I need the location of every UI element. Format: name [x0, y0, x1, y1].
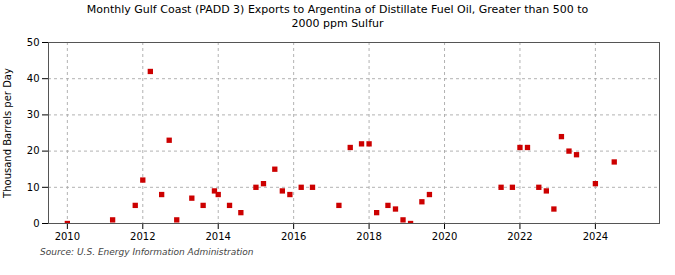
svg-text:30: 30 — [27, 109, 40, 120]
svg-text:50: 50 — [27, 36, 40, 47]
svg-text:2010: 2010 — [55, 230, 80, 241]
svg-text:Thousand Barrels per Day: Thousand Barrels per Day — [2, 68, 13, 199]
html-text:Monthly Gulf Coast (PADD 3) Ex: Monthly Gulf Coast (PADD 3) Exports to A… — [86, 3, 589, 31]
svg-text:2018: 2018 — [356, 230, 381, 241]
svg-text:2024: 2024 — [583, 230, 608, 241]
svg-text:2012: 2012 — [130, 230, 155, 241]
svg-text:2016: 2016 — [281, 230, 306, 241]
svg-text:2014: 2014 — [205, 230, 230, 241]
html-text:Source: U.S. Energy Informatio: Source: U.S. Energy Information Administ… — [40, 246, 254, 257]
svg-text:10: 10 — [27, 181, 40, 192]
svg-text:20: 20 — [27, 145, 40, 156]
svg-text:2020: 2020 — [432, 230, 457, 241]
svg-text:0: 0 — [33, 217, 39, 228]
svg-text:40: 40 — [27, 72, 40, 83]
svg-text:2022: 2022 — [507, 230, 532, 241]
